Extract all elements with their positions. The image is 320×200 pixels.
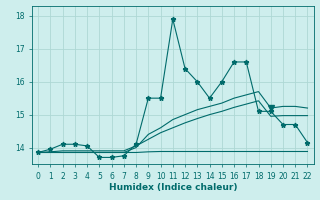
X-axis label: Humidex (Indice chaleur): Humidex (Indice chaleur) [108, 183, 237, 192]
